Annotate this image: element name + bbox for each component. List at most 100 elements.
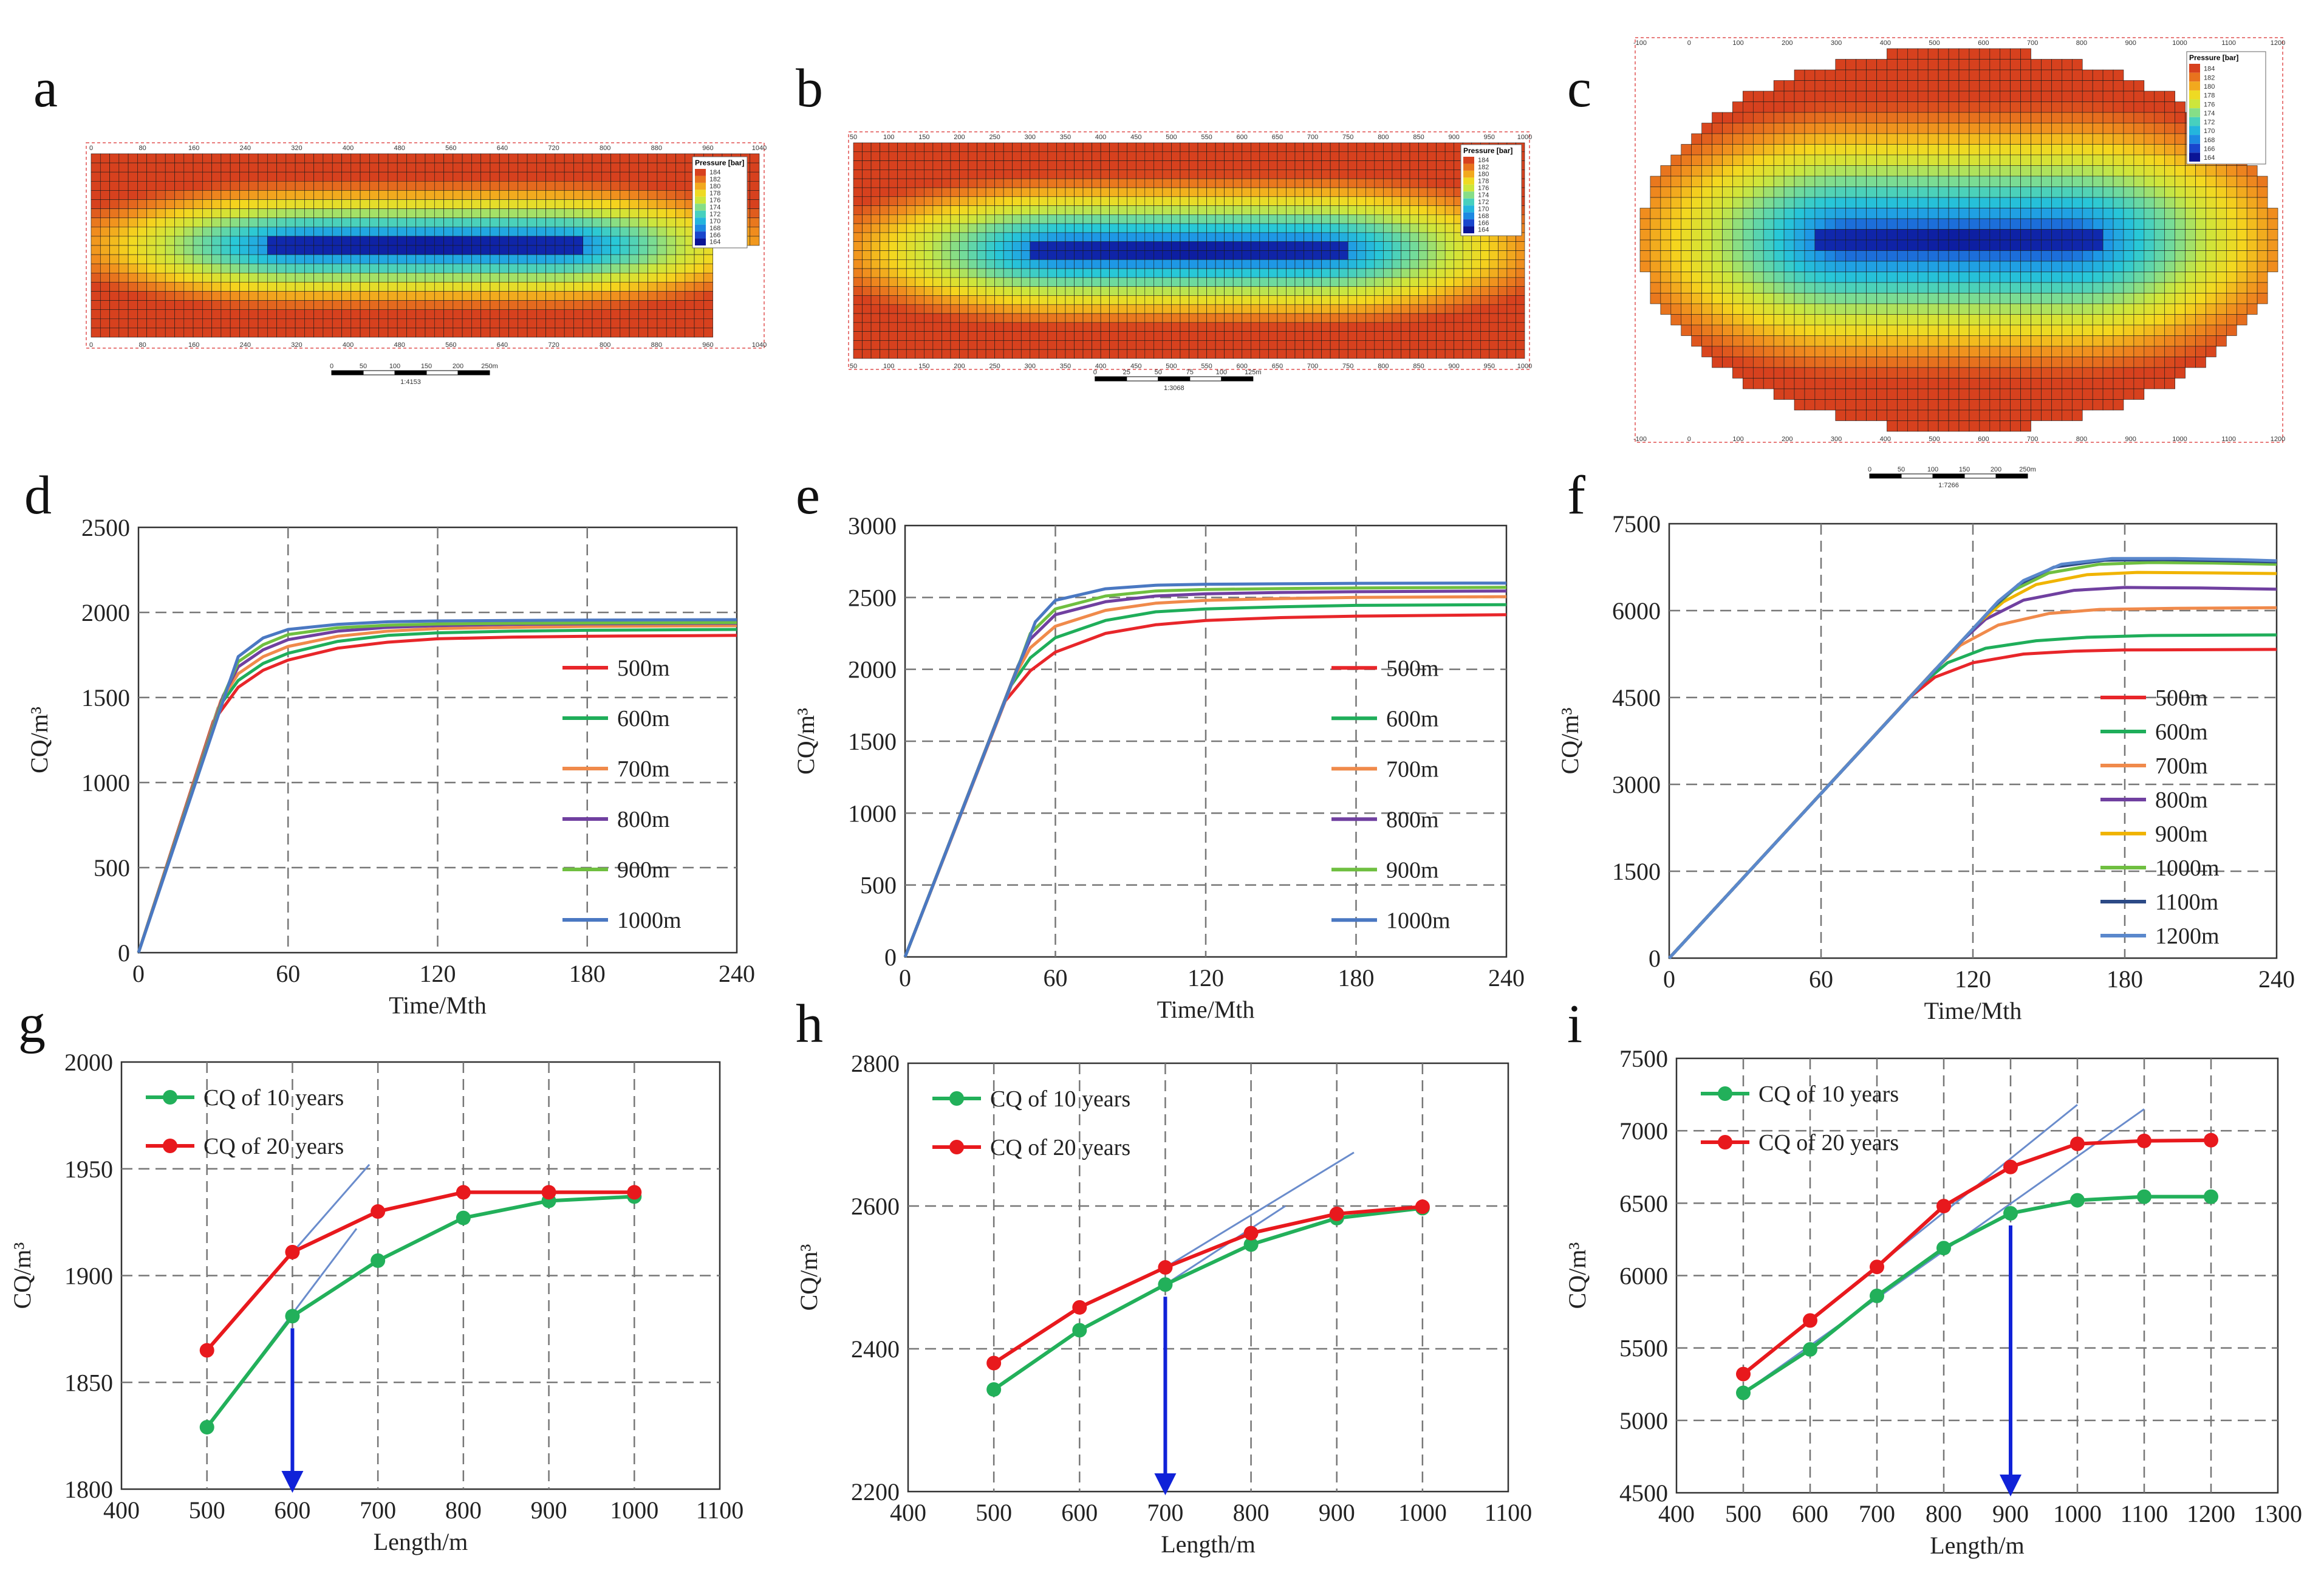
map-cell [146,245,157,255]
map-cell [1732,154,1743,166]
map-cell [1304,331,1313,341]
map-cell [156,190,166,200]
map-cell [100,309,110,320]
map-cell [1670,229,1682,241]
map-cell [2154,239,2165,251]
map-cell [1330,304,1339,314]
map-cell [1286,241,1296,251]
map-cell [1215,151,1225,161]
map-cell [1650,239,1661,251]
map-cell [360,162,370,173]
map-cell [1701,133,1712,145]
map-cell [1321,214,1331,224]
map-cell [1845,261,1856,272]
legend-value: 184 [709,169,720,176]
map-cell [490,327,500,338]
map-cell [1958,133,1970,145]
map-cell [685,254,695,264]
map-cell [1082,151,1092,161]
map-cell [1462,286,1472,296]
map-cell [629,300,639,310]
map-cell [888,151,898,161]
map-cell [1030,232,1039,242]
map-cell [285,162,296,173]
map-cell [1670,303,1682,315]
map-cell [2071,229,2083,241]
map-cell [906,277,916,287]
map-cell [2164,314,2175,326]
map-cell [985,232,995,242]
map-cell [2133,197,2145,208]
map-cell [406,227,417,237]
map-cell [1743,176,1754,187]
map-cell [638,153,648,163]
map-cell [1039,286,1048,296]
map-cell [425,318,435,329]
map-cell [1958,314,1970,326]
legend-swatch [695,182,706,190]
map-cell [545,318,556,329]
map-cell [1927,69,1939,81]
map-cell [1356,286,1366,296]
map-cell [2133,229,2145,241]
map-cell [1773,314,1785,326]
map-cell [1691,314,1702,326]
map-cell [1082,268,1092,278]
map-cell [1887,261,1898,272]
map-cell [2113,187,2124,198]
map-cell [950,277,960,287]
map-cell [118,318,129,329]
map-cell [1347,349,1358,359]
map-cell [239,208,250,219]
map-cell [1074,268,1084,278]
map-cell [2031,123,2042,134]
map-cell [137,309,147,320]
map-cell [2051,357,2062,368]
map-cell [2195,250,2206,262]
map-cell [1763,218,1774,230]
map-cell [1498,268,1508,278]
map-cell [2071,293,2083,304]
map-cell [1162,250,1172,260]
map-cell [1722,154,1733,166]
map-cell [888,250,898,260]
map-cell [959,214,969,224]
map-cell [1938,239,1949,251]
map-cell [1039,340,1048,350]
map-cell [994,142,1004,152]
map-cell [109,236,120,246]
map-cell [2195,208,2206,219]
map-cell [2226,197,2237,208]
map-cell [968,313,977,323]
map-cell [1330,223,1339,233]
map-cell [1020,295,1031,305]
map-cell [1277,241,1287,251]
map-cell [258,180,268,191]
map-cell [1743,303,1754,315]
map-cell [1268,178,1278,188]
map-cell [1763,165,1774,177]
map-cell [1917,91,1929,102]
map-cell [592,291,602,301]
map-cell [1162,151,1172,161]
map-cell [1321,241,1331,251]
map-cell [434,218,444,228]
map-cell [1321,313,1331,323]
map-cell [536,218,546,228]
map-cell [471,218,481,228]
map-cell [1286,349,1296,359]
map-cell [1418,277,1428,287]
map-cell [1304,322,1313,332]
map-cell [915,187,924,197]
map-cell [924,223,934,233]
map-cell [994,250,1004,260]
map-cell [1783,378,1795,389]
map-cell [1444,304,1454,314]
map-cell [1907,59,1918,70]
map-cell [1773,378,1785,389]
map-cell [2020,303,2031,315]
map-cell [2144,346,2155,357]
map-cell [174,208,185,219]
map-cell [2041,335,2052,347]
map-cell [1056,295,1066,305]
